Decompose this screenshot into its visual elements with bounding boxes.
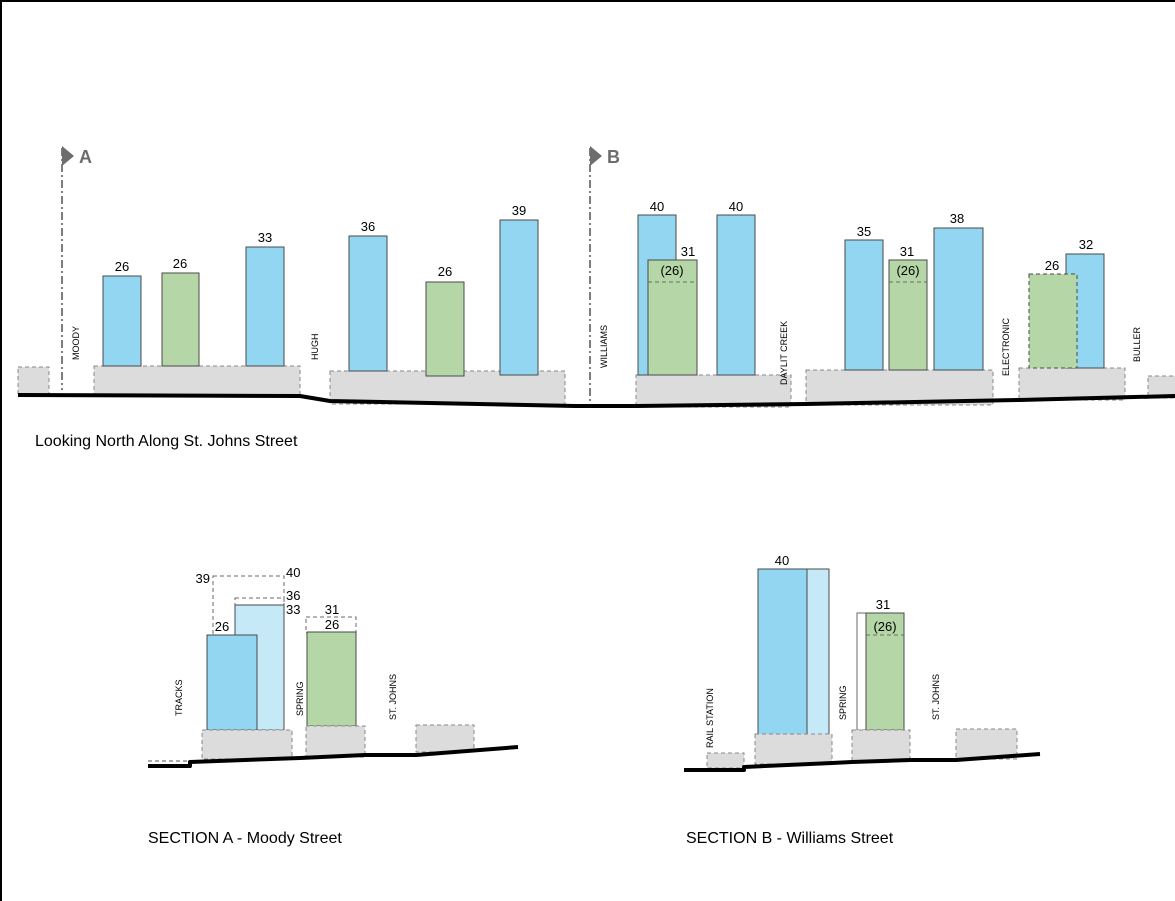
building	[245, 246, 285, 367]
podium	[93, 365, 301, 397]
street-label-electronic: ELECTRONIC	[1001, 317, 1011, 376]
street-label-spring: SPRING	[838, 685, 848, 720]
building	[716, 214, 756, 376]
building-height-label: 36	[286, 588, 300, 603]
building	[888, 259, 928, 371]
street-label-moody: MOODY	[71, 326, 81, 360]
section-marker-a: A	[61, 146, 92, 390]
building-height-label: 26	[215, 619, 229, 634]
building-height-label: 26	[438, 264, 452, 279]
building	[348, 235, 388, 372]
building	[206, 634, 258, 731]
building-height-label: 39	[196, 571, 210, 586]
building-height-label: 26	[1045, 258, 1059, 273]
building	[806, 568, 830, 736]
podium	[851, 729, 911, 762]
section-b: 40 31 (26) RAIL STATION SPRING ST. JOHNS…	[684, 553, 1041, 847]
podium	[415, 724, 475, 753]
building	[102, 275, 142, 367]
street-label-daylit-creek: DAYLIT CREEK	[779, 321, 789, 385]
building-height-label: 31	[325, 602, 339, 617]
flag-icon	[62, 146, 74, 166]
building-height-label: 40	[650, 199, 664, 214]
podium	[1018, 367, 1126, 401]
building	[865, 612, 905, 731]
flag-icon	[590, 146, 602, 166]
podium	[635, 374, 792, 408]
street-label-st-johns: ST. JOHNS	[931, 674, 941, 720]
building-height-label: 31	[876, 597, 890, 612]
building-height-label: 35	[857, 224, 871, 239]
building-height-label: 38	[950, 211, 964, 226]
podium	[754, 733, 833, 765]
building	[647, 259, 698, 376]
street-label-buller: BULLER	[1132, 326, 1142, 362]
building	[933, 227, 984, 371]
section-a: 39 40 36 33 26 31 26 TRACKS SPRING ST. J…	[148, 565, 519, 847]
podium	[17, 366, 50, 396]
elevation-view: A B 26 26 33 36 26 39 40 31	[17, 146, 1175, 450]
building-height-label: (26)	[660, 263, 683, 278]
podium	[305, 725, 366, 758]
ground-line	[148, 745, 519, 768]
building	[306, 631, 357, 727]
building-height-label: 26	[115, 259, 129, 274]
building-height-label: 26	[173, 256, 187, 271]
elevation-caption: Looking North Along St. Johns Street	[35, 433, 298, 450]
building-height-label: 36	[361, 219, 375, 234]
podium	[706, 752, 745, 769]
street-label-st-johns: ST. JOHNS	[388, 674, 398, 720]
ground-line	[684, 752, 1041, 772]
building	[844, 239, 884, 371]
building-height-label: 31	[681, 244, 695, 259]
building-height-label: 40	[775, 553, 789, 568]
building-height-label: (26)	[873, 619, 896, 634]
building	[757, 568, 808, 736]
building-height-label: 33	[258, 230, 272, 245]
street-label-williams: WILLIAMS	[599, 325, 609, 368]
section-a-caption: SECTION A - Moody Street	[148, 830, 342, 847]
street-label-spring: SPRING	[295, 681, 305, 716]
section-b-caption: SECTION B - Williams Street	[686, 830, 894, 847]
podium	[201, 729, 293, 760]
building-height-label: 31	[900, 244, 914, 259]
potential-envelope-outline	[234, 597, 285, 607]
building-height-label: 39	[512, 203, 526, 218]
building	[161, 272, 200, 367]
building-height-label: 33	[286, 602, 300, 617]
ground-line	[17, 393, 1175, 408]
building-height-label: 40	[729, 199, 743, 214]
building-height-label: (26)	[896, 263, 919, 278]
building-height-label: 40	[286, 565, 300, 580]
building-height-label: 26	[325, 617, 339, 632]
building	[1028, 273, 1078, 369]
marker-label-a: A	[79, 147, 92, 167]
street-label-tracks: TRACKS	[174, 679, 184, 716]
street-label-rail-station: RAIL STATION	[705, 688, 715, 748]
podium	[955, 728, 1018, 760]
building-height-label: 32	[1079, 237, 1093, 252]
section-marker-b: B	[589, 146, 620, 405]
marker-label-b: B	[607, 147, 620, 167]
street-label-hugh: HUGH	[310, 334, 320, 361]
building	[499, 219, 539, 376]
building	[425, 281, 465, 377]
